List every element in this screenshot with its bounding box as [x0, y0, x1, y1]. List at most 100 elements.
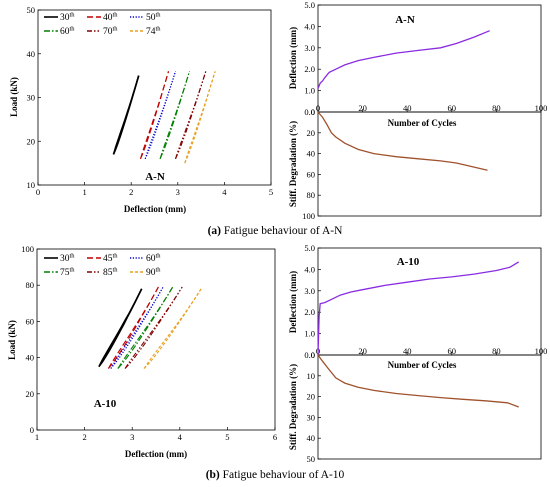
- legend-label-superscript: th: [113, 12, 119, 19]
- y-tick-label: 40: [307, 433, 316, 443]
- legend-label-superscript: th: [113, 26, 119, 33]
- series-loop-unloading: [144, 71, 177, 159]
- axes-frame: [317, 4, 542, 113]
- series-loop-loading: [174, 71, 207, 160]
- legend-label-superscript: th: [113, 253, 119, 260]
- x-tick-label: 20: [358, 103, 367, 113]
- legend-label: 30th: [60, 253, 75, 265]
- x-axis-label: Number of Cycles: [388, 360, 457, 370]
- series-loop-unloading: [139, 71, 170, 159]
- chart-title: A-N: [395, 14, 415, 26]
- caption-a-text: Fatigue behaviour of A-N: [221, 225, 343, 237]
- chart-title: A-10: [397, 256, 420, 268]
- legend-label: 60th: [146, 253, 161, 265]
- caption-a-prefix: (a): [208, 225, 222, 237]
- series-loop-unloading: [124, 286, 183, 369]
- y-tick-label: 20: [307, 128, 316, 138]
- series-loop-unloading: [110, 286, 164, 369]
- legend: 30th 40th 50th 60th 70th 74th: [44, 12, 162, 38]
- legend-label-superscript: th: [113, 267, 119, 274]
- legend-label-superscript: th: [156, 26, 162, 33]
- y-tick-label: 20: [27, 136, 36, 146]
- x-tick-label: 4: [222, 187, 227, 197]
- legend: 30th 45th 60th 75th 85th 90th: [44, 253, 161, 279]
- y-tick-label: 5.0: [304, 243, 315, 253]
- legend-label-superscript: th: [70, 267, 76, 274]
- x-axis-label: Number of Cycles: [388, 118, 457, 128]
- legend-label: 50th: [146, 12, 161, 24]
- x-tick-label: 3: [130, 432, 134, 442]
- axes-frame: [317, 247, 542, 356]
- y-tick-label: 30: [27, 93, 36, 103]
- series-loop-unloading: [184, 71, 216, 164]
- chart-a10-deflection: 0.0 1.0 2.0 3.0 4.0 5.0 0 20 40 60 80 100 A-10 Defl…: [288, 243, 547, 370]
- y-tick-label: 40: [27, 49, 36, 59]
- y-tick-label: 2.0: [304, 64, 315, 74]
- x-tick-label: 20: [358, 346, 367, 356]
- legend-label: 75th: [60, 267, 75, 279]
- y-tick-label: 40: [307, 149, 316, 159]
- series-loop-loading: [107, 286, 159, 369]
- y-tick-label: 40: [26, 353, 35, 363]
- x-tick-label: 2: [82, 432, 86, 442]
- series-loop-unloading: [107, 286, 159, 369]
- x-tick-label: 80: [492, 103, 501, 113]
- tick-group: 0 20 40 60 80 100: [302, 107, 321, 221]
- legend-label-superscript: th: [70, 26, 76, 33]
- series-loop-unloading: [112, 75, 140, 155]
- legend-label-superscript: th: [70, 12, 76, 19]
- series-group: [317, 111, 488, 171]
- series-loop-loading: [143, 288, 202, 369]
- series-loop-unloading: [98, 288, 143, 367]
- y-tick-label: 60: [26, 316, 35, 326]
- series-line: [317, 354, 519, 408]
- y-tick-label: 0: [311, 107, 315, 117]
- y-tick-label: 30: [307, 412, 316, 422]
- series-group: [317, 30, 490, 89]
- y-tick-label: 10: [27, 180, 36, 190]
- x-tick-label: 5: [269, 187, 273, 197]
- series-loop-unloading: [117, 286, 174, 369]
- y-axis-label: Deflection (mm): [288, 271, 298, 333]
- x-tick-label: 60: [448, 103, 457, 113]
- legend-label: 90th: [146, 267, 161, 279]
- y-tick-label: 80: [26, 280, 35, 290]
- caption-a: (a) Fatigue behaviour of A-N: [208, 225, 343, 237]
- x-tick-label: 80: [492, 346, 501, 356]
- series-line: [317, 30, 490, 89]
- x-axis-label: Deflection (mm): [124, 204, 186, 214]
- y-tick-label: 1.0: [304, 329, 315, 339]
- x-tick-label: 6: [273, 432, 277, 442]
- legend-label: 70th: [103, 26, 118, 38]
- series-loop-loading: [159, 71, 191, 160]
- y-tick-label: 2.0: [304, 307, 315, 317]
- chart-a10-stiffness: 0 10 20 30 40 50 Stiff. Degradation (%): [288, 350, 542, 464]
- y-tick-label: 0.0: [304, 350, 315, 360]
- y-tick-label: 100: [21, 244, 34, 254]
- x-tick-label: 100: [535, 346, 548, 356]
- legend-label: 60th: [60, 26, 75, 38]
- y-tick-label: 10: [307, 371, 316, 381]
- axes-frame: [317, 111, 542, 217]
- series-loop-unloading: [174, 71, 207, 159]
- legend-label: 30th: [60, 12, 75, 24]
- x-tick-label: 100: [535, 103, 548, 113]
- x-tick-label: 40: [403, 346, 412, 356]
- x-tick-label: 5: [225, 432, 229, 442]
- y-tick-label: 4.0: [304, 264, 315, 274]
- caption-b-prefix: (b): [206, 469, 220, 481]
- legend-label-superscript: th: [156, 12, 162, 19]
- x-tick-label: 1: [82, 187, 86, 197]
- x-tick-label: 60: [448, 346, 457, 356]
- y-tick-label: 50: [307, 454, 316, 464]
- y-tick-label: 0: [30, 425, 34, 435]
- tick-group: 0.0 1.0 2.0 3.0 4.0 5.0 0 20 40 60 80 100: [304, 0, 547, 117]
- y-tick-label: 4.0: [304, 21, 315, 31]
- caption-b-text: Fatigue behaviour of A-10: [220, 469, 345, 481]
- x-tick-label: 0: [316, 103, 320, 113]
- y-tick-label: 0: [311, 350, 315, 360]
- chart-an-deflection: 0.0 1.0 2.0 3.0 4.0 5.0 0 20 40 60 80 100 A-N Defle…: [288, 0, 547, 128]
- tick-group: 0 10 20 30 40 50: [307, 350, 321, 464]
- y-tick-label: 50: [27, 5, 36, 15]
- legend-label: 40th: [103, 12, 118, 24]
